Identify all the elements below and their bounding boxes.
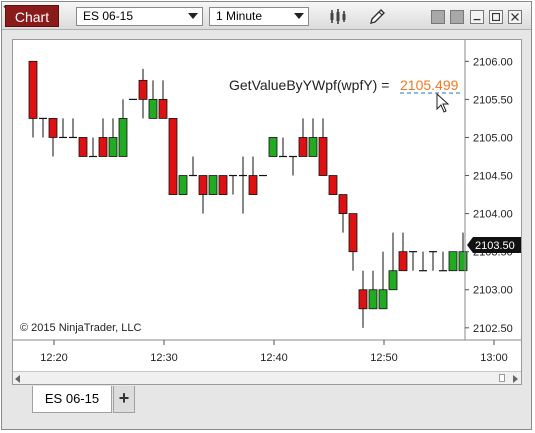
scrollbar-thumb[interactable]: [499, 374, 505, 382]
maximize-icon[interactable]: [489, 10, 503, 24]
candle-down: [298, 137, 308, 157]
candle-down: [318, 137, 328, 176]
horizontal-scrollbar[interactable]: [13, 371, 521, 384]
chevron-down-icon: [294, 13, 304, 19]
candle-up: [378, 289, 388, 310]
price-chart[interactable]: 2106.00 2105.50 2105.00 2104.50 2104.00 2103.…: [13, 40, 521, 372]
y-tick-label: 2104.00: [473, 209, 513, 221]
interval-selector[interactable]: 1 Minute: [209, 7, 309, 26]
current-price-label: 2103.50: [475, 240, 515, 252]
drawing-tool-icon[interactable]: [367, 7, 387, 26]
candle-down: [138, 79, 148, 100]
window-option-button[interactable]: [431, 10, 445, 24]
instrument-value: ES 06-15: [83, 9, 134, 23]
candle-up: [148, 98, 158, 119]
scroll-left-icon[interactable]: [15, 375, 20, 383]
minimize-icon[interactable]: [470, 10, 484, 24]
current-price-marker: 2103.50: [467, 237, 521, 253]
interval-value: 1 Minute: [216, 9, 263, 23]
candle-up: [368, 289, 378, 310]
mouse-cursor-icon: [436, 93, 450, 113]
y-tick-label: 2105.00: [473, 132, 513, 144]
copyright-text: © 2015 NinjaTrader, LLC: [20, 322, 142, 334]
candle-down: [248, 175, 258, 195]
annotation-label: GetValueByYWpf(wpfY) =: [229, 77, 390, 93]
instrument-selector[interactable]: ES 06-15: [76, 7, 203, 26]
candle-down: [398, 251, 408, 272]
candle-down: [158, 98, 168, 119]
y-tick-label: 2104.50: [473, 171, 513, 183]
chevron-down-icon: [188, 13, 198, 19]
candle-down: [358, 289, 368, 310]
annotation-value: 2105.499: [400, 77, 459, 93]
candle-up: [458, 251, 468, 272]
candle-up: [118, 118, 128, 157]
tab-es-06-15[interactable]: ES 06-15: [32, 386, 112, 413]
candle-up: [448, 251, 458, 272]
bar-type-icon[interactable]: [328, 7, 348, 26]
candle-up: [388, 270, 398, 291]
window-option-button[interactable]: [450, 10, 464, 24]
y-tick-label: 2102.50: [473, 323, 513, 335]
candle-up: [268, 137, 278, 157]
candle-down: [348, 213, 358, 253]
candle-down: [168, 118, 178, 195]
candle-down: [328, 175, 338, 195]
title-bar: Chart ES 06-15 1 Minute: [2, 2, 531, 30]
candle-down: [48, 118, 58, 138]
candle-down: [28, 60, 38, 119]
x-tick-label: 12:20: [40, 352, 68, 364]
candle-down: [338, 194, 348, 215]
y-tick-label: 2105.50: [473, 94, 513, 106]
candle-down: [98, 137, 108, 157]
scroll-right-icon[interactable]: [513, 375, 518, 383]
candle-down: [198, 175, 208, 195]
chart-panel[interactable]: 2106.00 2105.50 2105.00 2104.50 2104.00 2103.…: [12, 39, 522, 385]
x-tick-label: 12:30: [150, 352, 178, 364]
candle-up: [308, 137, 318, 157]
x-tick-label: 12:50: [370, 352, 398, 364]
candle-down: [78, 137, 88, 157]
tab-bar: ES 06-15 +: [12, 386, 522, 414]
x-tick-label: 12:40: [260, 352, 288, 364]
x-tick-label: 13:00: [480, 352, 508, 364]
chart-label: Chart: [5, 5, 59, 27]
candle-up: [178, 175, 188, 195]
close-icon[interactable]: [508, 10, 522, 24]
candle-up: [108, 137, 118, 157]
add-tab-button[interactable]: +: [113, 386, 135, 413]
candle-down: [218, 175, 228, 195]
candle-up: [208, 175, 218, 195]
y-tick-label: 2106.00: [473, 56, 513, 68]
y-tick-label: 2103.00: [473, 285, 513, 297]
